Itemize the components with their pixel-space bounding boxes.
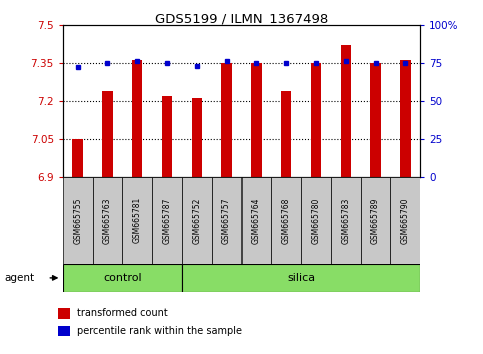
Bar: [311, 63, 321, 177]
Bar: [58, 326, 70, 336]
Text: GSM665763: GSM665763: [103, 197, 112, 244]
Text: GSM665787: GSM665787: [163, 197, 171, 244]
Text: silica: silica: [287, 273, 315, 283]
Bar: [162, 96, 172, 177]
Text: GSM665755: GSM665755: [73, 197, 82, 244]
Bar: [390, 177, 420, 264]
Text: transformed count: transformed count: [77, 308, 168, 318]
Bar: [341, 45, 351, 177]
Bar: [63, 177, 93, 264]
Text: agent: agent: [5, 273, 35, 283]
Bar: [221, 63, 232, 177]
Text: percentile rank within the sample: percentile rank within the sample: [77, 326, 242, 336]
Bar: [122, 177, 152, 264]
Bar: [361, 177, 390, 264]
Bar: [58, 308, 70, 319]
Text: GSM665752: GSM665752: [192, 197, 201, 244]
Text: control: control: [103, 273, 142, 283]
Bar: [182, 177, 212, 264]
Bar: [370, 63, 381, 177]
Bar: [271, 177, 301, 264]
Text: GSM665780: GSM665780: [312, 197, 320, 244]
Text: GSM665757: GSM665757: [222, 197, 231, 244]
Bar: [102, 91, 113, 177]
Text: GSM665781: GSM665781: [133, 197, 142, 244]
Bar: [72, 139, 83, 177]
Bar: [192, 98, 202, 177]
Bar: [63, 264, 182, 292]
Text: GSM665768: GSM665768: [282, 197, 291, 244]
Bar: [212, 177, 242, 264]
Bar: [281, 91, 291, 177]
Text: GDS5199 / ILMN_1367498: GDS5199 / ILMN_1367498: [155, 12, 328, 25]
Bar: [331, 177, 361, 264]
Bar: [93, 177, 122, 264]
Bar: [182, 264, 420, 292]
Bar: [251, 63, 262, 177]
Text: GSM665790: GSM665790: [401, 197, 410, 244]
Text: GSM665789: GSM665789: [371, 197, 380, 244]
Text: GSM665783: GSM665783: [341, 197, 350, 244]
Text: GSM665764: GSM665764: [252, 197, 261, 244]
Bar: [400, 60, 411, 177]
Bar: [301, 177, 331, 264]
Bar: [152, 177, 182, 264]
Bar: [132, 60, 142, 177]
Bar: [242, 177, 271, 264]
